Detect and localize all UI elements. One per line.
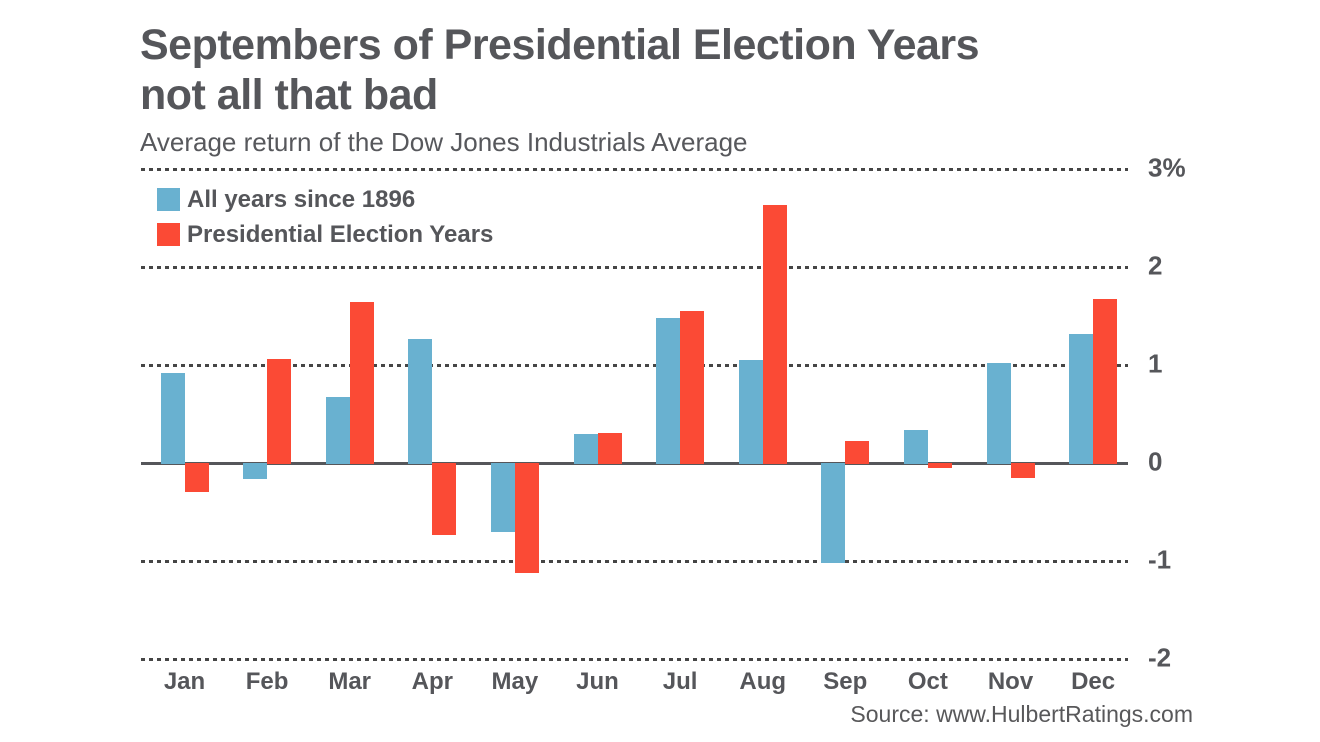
bar-oct-election-years (927, 463, 952, 469)
legend-label-all-years: All years since 1896 (187, 185, 416, 213)
gridline--2 (141, 657, 1128, 661)
bar-sep-election-years (845, 441, 870, 465)
bar-apr-election-years (432, 463, 457, 536)
legend-label-election-years: Presidential Election Years (187, 220, 494, 248)
legend-item-election-years: Presidential Election Years (157, 220, 494, 248)
bar-jul-election-years (680, 311, 705, 465)
y-tick-label-0: 0 (1148, 446, 1163, 477)
bar-oct-all-years (903, 429, 928, 465)
bar-mar-election-years (349, 302, 374, 465)
x-tick-label-apr: Apr (411, 668, 453, 695)
x-tick-label-feb: Feb (245, 668, 289, 695)
bar-apr-all-years (408, 338, 433, 465)
bar-may-election-years (514, 463, 539, 574)
gridline-2 (141, 265, 1128, 269)
bar-feb-election-years (267, 359, 292, 465)
y-tick-label--1: -1 (1148, 544, 1172, 575)
legend-item-all-years: All years since 1896 (157, 185, 493, 213)
x-tick-label-mar: Mar (328, 668, 372, 695)
x-tick-label-sep: Sep (823, 668, 868, 695)
bar-nov-election-years (1010, 463, 1035, 479)
x-tick-label-aug: Aug (739, 668, 787, 695)
x-tick-label-jan: Jan (163, 668, 206, 695)
bar-dec-all-years (1069, 333, 1094, 465)
legend-swatch-blue-icon (157, 188, 180, 211)
x-tick-label-may: May (491, 668, 539, 695)
gridline-3% (141, 167, 1128, 171)
bar-nov-all-years (986, 363, 1011, 465)
zero-axis-line (141, 461, 1128, 465)
bar-jul-all-years (656, 317, 681, 465)
bar-feb-all-years (243, 463, 268, 480)
y-tick-label-2: 2 (1148, 250, 1163, 281)
x-tick-label-jul: Jul (662, 668, 698, 695)
bar-jan-all-years (160, 372, 185, 465)
chart-title-line2: not all that bad (140, 71, 438, 119)
chart-header: Septembers of Presidential Election Year… (140, 20, 980, 157)
source-credit: Source: www.HulbertRatings.com (850, 701, 1193, 727)
y-tick-label--2: -2 (1148, 642, 1172, 673)
x-tick-label-dec: Dec (1071, 668, 1116, 695)
legend-swatch-red-icon (157, 223, 180, 246)
legend: All years since 1896 Presidential Electi… (157, 185, 494, 258)
chart-title-line1: Septembers of Presidential Election Year… (140, 21, 980, 69)
x-tick-label-oct: Oct (907, 668, 948, 695)
gridline-1 (141, 363, 1128, 367)
bar-jun-all-years (573, 433, 598, 465)
bar-aug-all-years (738, 360, 763, 465)
bar-mar-all-years (325, 397, 350, 465)
bar-dec-election-years (1093, 299, 1118, 465)
x-tick-label-jun: Jun (576, 668, 619, 695)
gridline--1 (141, 559, 1128, 563)
y-tick-label-1: 1 (1148, 348, 1163, 379)
bar-jan-election-years (184, 463, 209, 492)
y-tick-label-3%: 3% (1148, 152, 1186, 183)
bar-aug-election-years (762, 205, 787, 465)
bar-sep-all-years (821, 463, 846, 563)
x-tick-label-nov: Nov (987, 668, 1034, 695)
bar-jun-election-years (597, 432, 622, 465)
bar-may-all-years (490, 463, 515, 533)
chart-subtitle: Average return of the Dow Jones Industri… (140, 127, 748, 157)
